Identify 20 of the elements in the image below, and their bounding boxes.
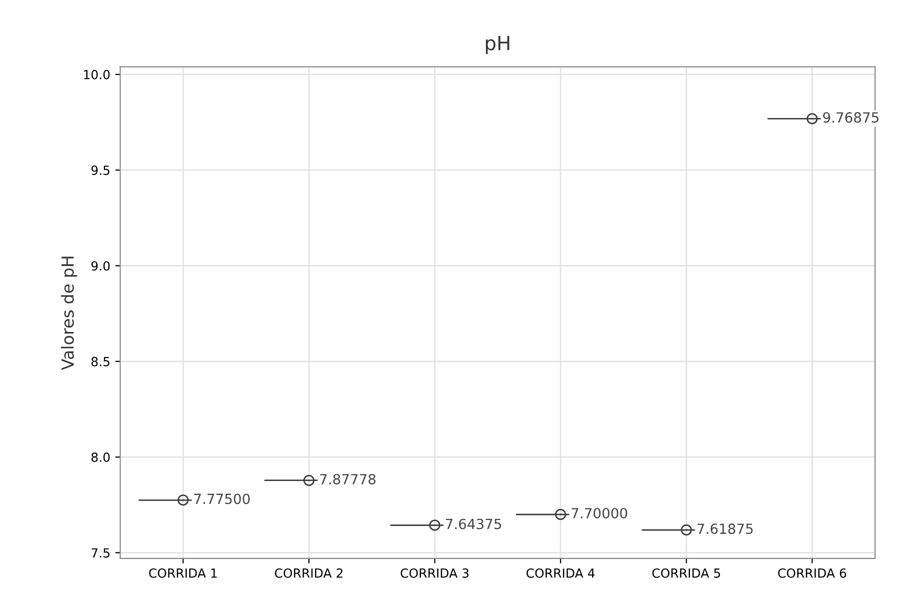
y-axis-title: Valores de pH	[60, 256, 78, 370]
x-tick-label: CORRIDA 4	[526, 568, 595, 578]
y-tick-label: 8.5	[91, 356, 110, 366]
y-tick-label: 8.0	[91, 452, 110, 462]
text: 7.87778	[320, 474, 376, 484]
text: 7.70000	[572, 508, 628, 518]
x-tick-label: CORRIDA 2	[274, 568, 342, 578]
text: 7.64375	[446, 518, 502, 530]
x-tick-label: CORRIDA 3	[400, 568, 468, 578]
x-tick-label: CORRIDA 5	[652, 568, 720, 578]
text: 7.61875	[698, 524, 753, 534]
text: 7.77500	[194, 494, 250, 504]
y-tick-label: 7.5	[92, 548, 110, 558]
x-tick-label: CORRIDA 6	[778, 568, 846, 578]
x-tick-label: CORRIDA 1	[149, 568, 217, 578]
y-tick-label: 10.0	[84, 70, 110, 80]
text: 9.76875	[823, 112, 878, 123]
y-tick-label: 9.0	[91, 261, 110, 271]
chart-title: pH	[486, 36, 510, 54]
y-tick-label: 9.5	[91, 166, 110, 176]
